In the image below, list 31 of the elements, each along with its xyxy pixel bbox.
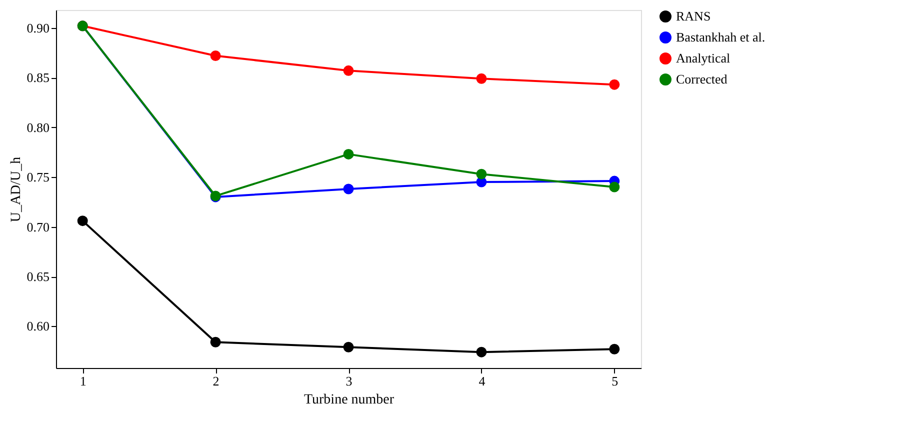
- x-axis-title: Turbine number: [304, 392, 394, 408]
- point: [609, 79, 620, 90]
- legend-label: RANS: [676, 8, 711, 24]
- y-axis-title: U_AD/U_h: [8, 156, 24, 222]
- point: [476, 168, 487, 180]
- y-tick-label: 0.65: [26, 269, 50, 284]
- y-tick-label: 0.60: [26, 318, 50, 334]
- point: [476, 73, 487, 84]
- y-tick-label: 0.80: [26, 120, 50, 135]
- point: [210, 336, 221, 348]
- y-tick-label: 0.85: [26, 70, 50, 86]
- point: [343, 65, 354, 76]
- point: [343, 148, 354, 160]
- point: [609, 344, 620, 354]
- point: [77, 216, 88, 226]
- x-tick-label: 5: [612, 374, 618, 388]
- y-tick-label: 0.70: [26, 219, 50, 234]
- x-tick-label: 2: [212, 374, 220, 388]
- x-tick-label: 1: [80, 374, 86, 388]
- x-tick-label: 4: [478, 374, 486, 388]
- point: [609, 182, 620, 192]
- point: [476, 346, 487, 358]
- x-tick-label: 3: [346, 374, 352, 388]
- y-tick-label: 0.75: [26, 170, 50, 185]
- legend-label: Bastankhah et al.: [676, 30, 766, 44]
- point: [343, 184, 354, 194]
- y-tick-label: 0.90: [26, 20, 50, 36]
- point: [210, 50, 221, 61]
- legend-label: Analytical: [676, 50, 731, 66]
- legend-label: Corrected: [676, 72, 728, 86]
- point: [343, 342, 354, 352]
